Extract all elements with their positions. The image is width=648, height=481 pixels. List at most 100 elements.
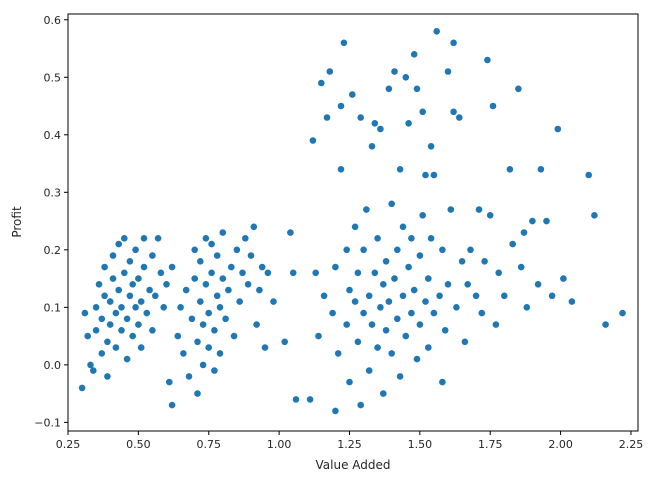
- data-point: [95, 281, 103, 288]
- data-point: [315, 332, 322, 340]
- data-point: [115, 240, 122, 248]
- data-point: [433, 28, 441, 35]
- data-point: [78, 384, 86, 392]
- data-point: [199, 361, 207, 369]
- data-point: [377, 304, 384, 311]
- data-point: [115, 286, 122, 294]
- data-point: [354, 338, 362, 346]
- data-point: [121, 269, 128, 277]
- data-point: [233, 246, 241, 254]
- data-point: [140, 235, 148, 242]
- data-point: [84, 332, 91, 340]
- data-point: [318, 79, 325, 87]
- data-point: [515, 85, 522, 93]
- data-point: [230, 332, 238, 340]
- data-point: [104, 338, 111, 346]
- data-point: [450, 108, 457, 116]
- data-point: [486, 212, 494, 219]
- data-point: [202, 281, 210, 288]
- data-point: [357, 114, 365, 121]
- data-point: [132, 304, 139, 311]
- data-point: [405, 120, 412, 127]
- data-point: [444, 281, 452, 288]
- data-point: [351, 298, 359, 305]
- data-point: [467, 246, 474, 254]
- data-point: [135, 275, 142, 282]
- data-point: [126, 258, 134, 265]
- data-point: [472, 292, 480, 300]
- data-point: [149, 327, 156, 334]
- data-point: [439, 246, 446, 254]
- data-point: [309, 137, 317, 144]
- data-point: [427, 143, 435, 150]
- data-point: [453, 304, 460, 311]
- data-point: [149, 252, 156, 259]
- data-point: [481, 258, 488, 265]
- data-point: [371, 269, 379, 277]
- data-point: [343, 321, 351, 328]
- data-point: [332, 407, 339, 415]
- data-point: [371, 120, 379, 127]
- data-point: [416, 321, 424, 328]
- data-point: [168, 263, 176, 271]
- data-point: [385, 298, 393, 305]
- data-point: [402, 332, 410, 340]
- data-point: [90, 367, 97, 374]
- data-point: [289, 269, 297, 277]
- data-point: [394, 315, 401, 323]
- data-point: [81, 309, 89, 317]
- data-point: [129, 281, 136, 288]
- data-point: [191, 246, 198, 254]
- data-point: [208, 240, 215, 248]
- data-point: [92, 327, 100, 334]
- data-point: [152, 292, 159, 300]
- data-point: [211, 327, 218, 334]
- data-point: [146, 286, 153, 294]
- data-point: [413, 355, 421, 363]
- y-tick-label: 0.2: [44, 244, 62, 257]
- data-point: [225, 286, 232, 294]
- data-point: [382, 327, 390, 334]
- data-point: [357, 401, 365, 409]
- data-point: [112, 309, 120, 317]
- data-point: [87, 361, 94, 369]
- data-point: [450, 39, 457, 47]
- x-tick-label: 0.25: [56, 438, 81, 451]
- data-point: [363, 206, 370, 213]
- data-point: [320, 292, 328, 300]
- data-point: [523, 304, 531, 311]
- data-point: [292, 396, 300, 403]
- data-point: [177, 304, 184, 311]
- data-point: [205, 309, 212, 317]
- data-point: [402, 74, 410, 81]
- data-point: [174, 332, 182, 340]
- data-point: [242, 235, 249, 242]
- data-point: [106, 298, 114, 305]
- data-point: [182, 286, 190, 294]
- data-point: [337, 102, 345, 110]
- data-point: [602, 321, 609, 328]
- data-point: [416, 252, 424, 259]
- data-point: [391, 68, 398, 75]
- data-point: [439, 378, 446, 386]
- data-point: [143, 309, 151, 317]
- data-point: [568, 298, 576, 305]
- data-point: [484, 56, 491, 64]
- data-point: [422, 171, 429, 179]
- data-point: [377, 125, 384, 133]
- data-point: [427, 235, 435, 242]
- x-tick-label: 0.50: [126, 438, 151, 451]
- x-tick-label: 1.75: [478, 438, 503, 451]
- plot-frame: [67, 13, 639, 432]
- y-tick-label: 0.3: [44, 186, 62, 199]
- data-point: [137, 298, 145, 305]
- data-point: [197, 298, 204, 305]
- data-point: [340, 39, 348, 47]
- data-point: [388, 350, 396, 357]
- data-point: [368, 321, 376, 328]
- y-tick-label: 0.4: [44, 129, 62, 142]
- data-point: [123, 315, 131, 323]
- data-point: [458, 258, 466, 265]
